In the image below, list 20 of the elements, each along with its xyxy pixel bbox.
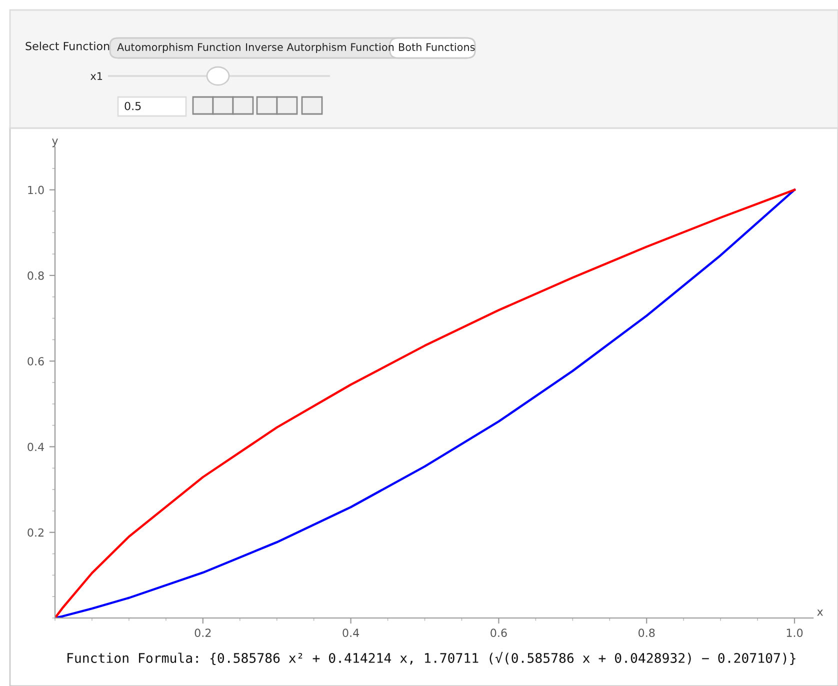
y-tick-label: 1.0 xyxy=(28,186,44,194)
x-axis-title: x xyxy=(817,610,823,616)
text: Inverse Autorphism Function xyxy=(246,42,394,54)
x-tick-label: 0.8 xyxy=(638,628,655,638)
y-tick-label: 0.4 xyxy=(28,442,44,452)
y-tick-label: 0.8 xyxy=(28,271,44,280)
x-tick-label: 0.4 xyxy=(342,628,360,638)
x-tick-label: 1.0 xyxy=(786,628,803,638)
text: x1 xyxy=(90,72,102,80)
x-tick-label: 0.2 xyxy=(194,628,211,638)
line-series xyxy=(55,188,796,618)
y-tick-label: 0.6 xyxy=(28,357,44,366)
y-axis-title: y xyxy=(52,138,58,147)
x-tick-label: 0.6 xyxy=(490,628,507,638)
text: Select Function xyxy=(26,42,110,50)
text: Automorphism Function xyxy=(117,42,240,54)
y-tick-label: 0.2 xyxy=(28,528,44,537)
text: Both Functions xyxy=(399,42,475,52)
text: 0.5 xyxy=(124,102,141,110)
text: Function Formula: {0.585786 x² + 0.414214 x, 1.70711 (√(0.585786 x + 0.0428932) − 0.207107)} xyxy=(68,652,796,665)
